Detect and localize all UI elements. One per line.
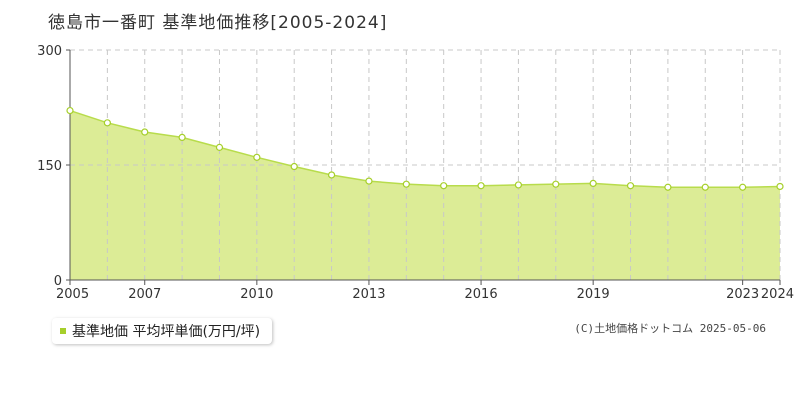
x-tick-label: 2010 xyxy=(240,287,273,302)
y-tick-label: 300 xyxy=(37,44,62,59)
data-point xyxy=(141,128,149,136)
legend: 基準地価 平均坪単価(万円/坪) xyxy=(52,318,273,344)
data-point xyxy=(253,153,261,161)
data-point xyxy=(66,106,74,115)
data-point xyxy=(477,182,485,190)
x-tick-label: 2023 xyxy=(726,287,759,302)
data-point xyxy=(290,162,298,171)
legend-swatch xyxy=(60,328,66,334)
x-tick-label: 2005 xyxy=(56,287,89,302)
data-point xyxy=(776,182,784,191)
x-tick-label: 2016 xyxy=(465,287,498,302)
data-point xyxy=(589,179,597,187)
data-point xyxy=(626,182,635,190)
chart-title: 徳島市一番町 基準地価推移[2005-2024] xyxy=(48,13,388,33)
legend-label: 基準地価 平均坪単価(万円/坪) xyxy=(72,324,261,340)
data-point xyxy=(440,182,448,190)
data-point xyxy=(365,177,373,185)
x-tick-label: 2024 xyxy=(761,287,794,302)
data-point xyxy=(402,180,410,188)
series-line xyxy=(69,109,781,188)
data-point xyxy=(739,183,747,191)
data-point xyxy=(664,183,672,191)
y-tick-label: 150 xyxy=(37,159,62,174)
x-tick-label: 2019 xyxy=(577,287,610,302)
x-tick-label: 2013 xyxy=(352,287,385,302)
x-tick-label: 2007 xyxy=(128,287,161,302)
copyright-text: (C)土地価格ドットコム 2025-05-06 xyxy=(574,322,766,335)
data-point xyxy=(215,143,224,151)
area-fill xyxy=(70,110,780,280)
y-tick-label: 0 xyxy=(54,274,62,289)
data-point xyxy=(552,180,560,188)
data-point xyxy=(178,133,186,141)
data-point xyxy=(103,119,111,127)
data-point xyxy=(327,171,336,179)
data-point xyxy=(701,183,709,191)
data-point xyxy=(514,181,523,189)
